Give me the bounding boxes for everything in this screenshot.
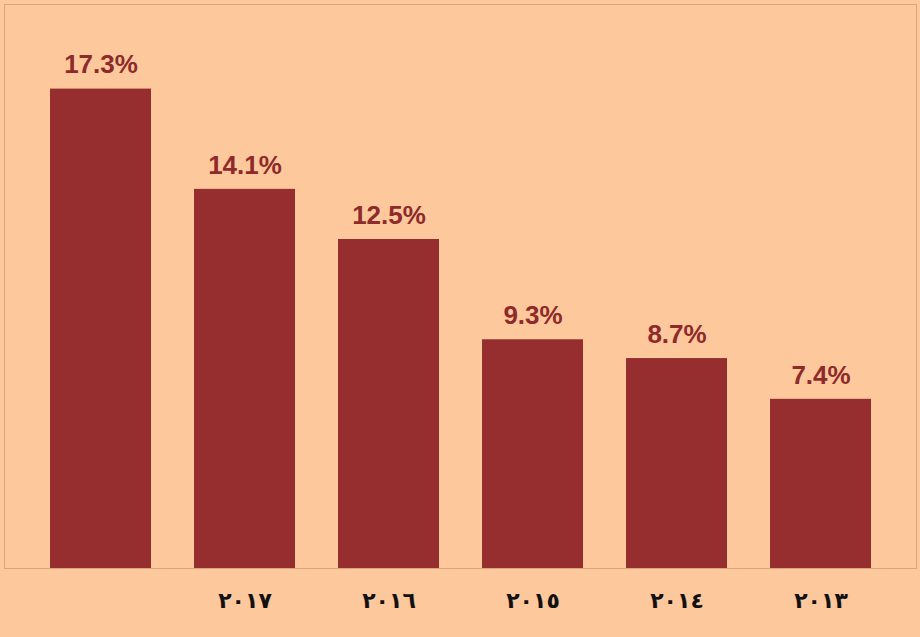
svg-text:٢٠١٥: ٢٠١٥ (506, 588, 560, 613)
svg-text:14.1%: 14.1% (208, 150, 282, 180)
svg-text:17.3%: 17.3% (64, 49, 138, 79)
svg-text:٢٠١٦: ٢٠١٦ (362, 588, 416, 613)
svg-text:7.4%: 7.4% (791, 360, 850, 390)
svg-text:٢٠١٧: ٢٠١٧ (218, 588, 272, 613)
svg-text:12.5%: 12.5% (352, 200, 426, 230)
svg-text:8.7%: 8.7% (647, 319, 706, 349)
svg-text:9.3%: 9.3% (503, 300, 562, 330)
svg-text:٢٠١٤: ٢٠١٤ (650, 588, 704, 613)
svg-text:٢٠١٣: ٢٠١٣ (794, 588, 848, 613)
